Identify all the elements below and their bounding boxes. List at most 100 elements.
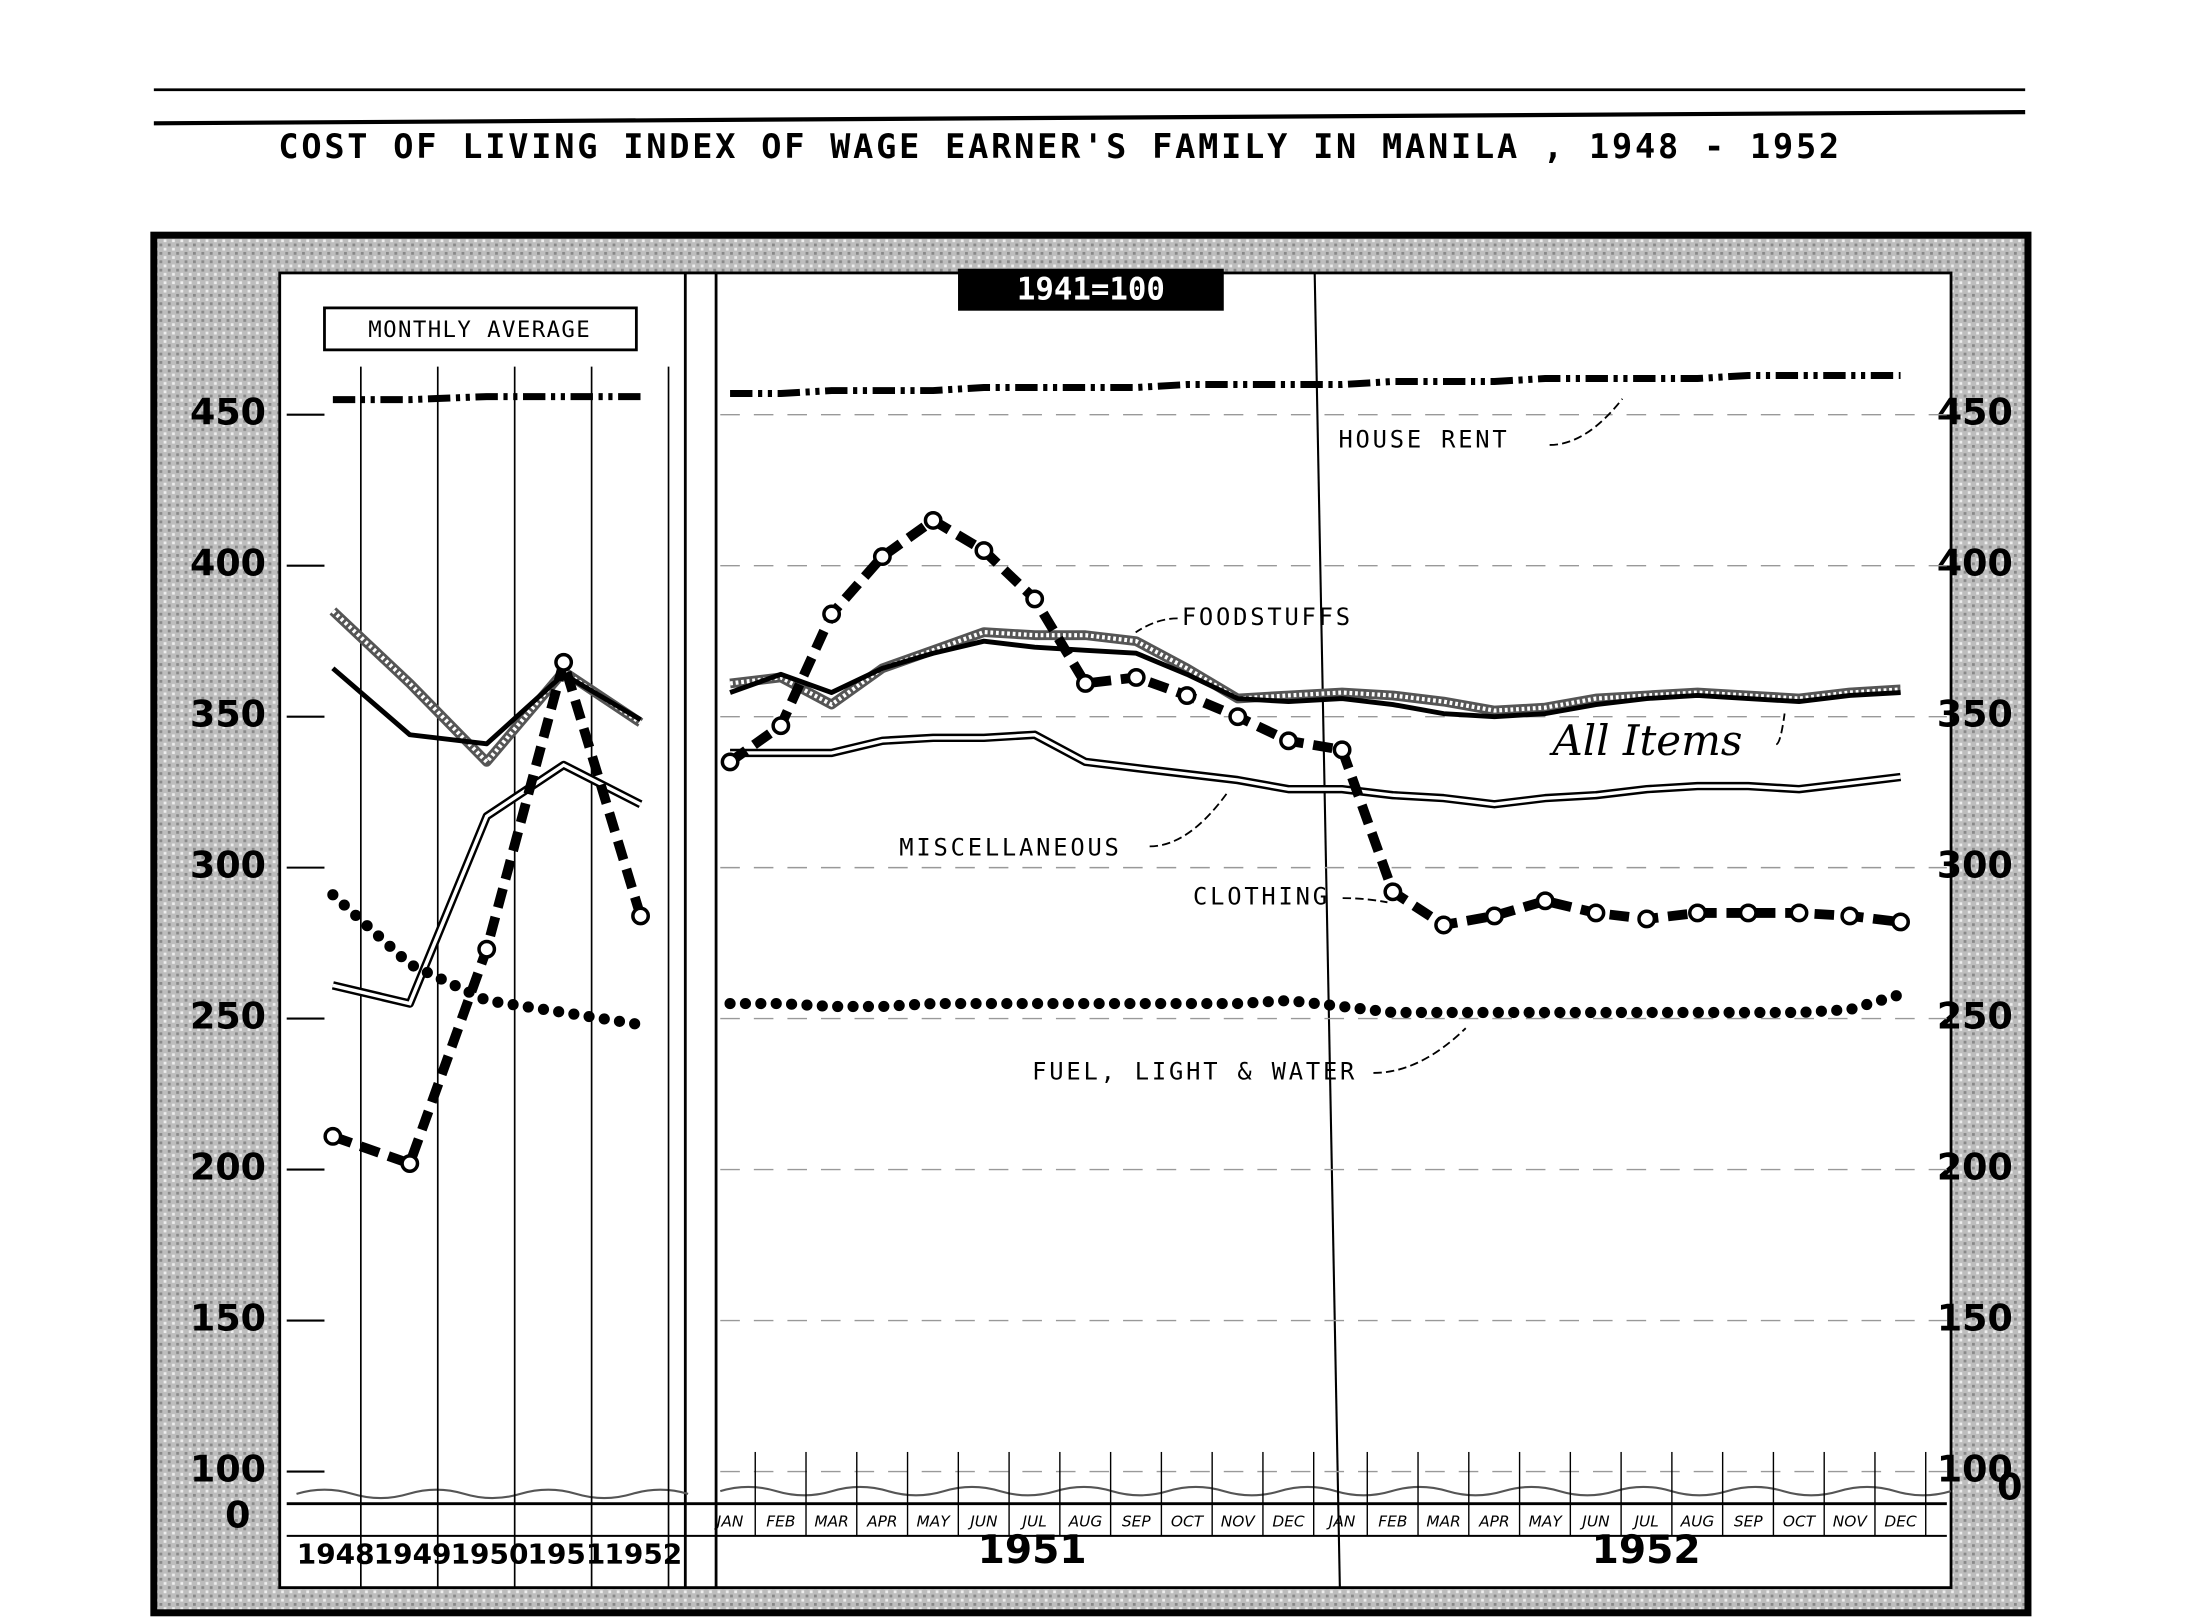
axis-break-label: 0 bbox=[1997, 1466, 2022, 1509]
x-tick-label: AUG bbox=[1680, 1512, 1715, 1530]
point bbox=[974, 541, 994, 561]
point bbox=[1738, 903, 1758, 923]
series-label: All Items bbox=[1548, 716, 1742, 765]
x-tick-label: FEB bbox=[1378, 1512, 1407, 1530]
point bbox=[872, 547, 892, 567]
y-tick-label-right: 300 bbox=[1937, 844, 2013, 887]
x-tick-label: AUG bbox=[1068, 1512, 1103, 1530]
point bbox=[400, 1154, 420, 1173]
x-tick-label: APR bbox=[866, 1512, 897, 1530]
point bbox=[631, 906, 650, 926]
leader bbox=[1135, 617, 1178, 634]
series-label: HOUSE RENT bbox=[1338, 425, 1509, 453]
point bbox=[1637, 909, 1657, 929]
panel-label: MONTHLY AVERAGE bbox=[368, 317, 591, 343]
leader bbox=[1342, 897, 1388, 904]
point bbox=[1434, 915, 1454, 935]
x-tick-label: JUL bbox=[1020, 1512, 1047, 1530]
x-tick-label: MAR bbox=[814, 1512, 848, 1530]
x-tick-label: SEP bbox=[1122, 1512, 1151, 1530]
line bbox=[724, 988, 1907, 1019]
x-tick-label: JAN bbox=[1326, 1512, 1356, 1530]
line bbox=[729, 638, 1901, 720]
point bbox=[1177, 686, 1197, 705]
point bbox=[822, 604, 842, 624]
point bbox=[554, 652, 574, 672]
chart-title: COST OF LIVING INDEX OF WAGE EARNER'S FA… bbox=[278, 127, 1842, 166]
x-tick-label: JAN bbox=[714, 1512, 744, 1530]
subtitle: 1941=100 bbox=[1017, 272, 1165, 308]
line bbox=[331, 666, 642, 747]
line bbox=[332, 393, 641, 404]
point bbox=[1586, 903, 1606, 923]
point bbox=[1383, 882, 1403, 902]
x-tick-label: 1951 bbox=[528, 1537, 606, 1570]
y-tick-label: 450 bbox=[190, 391, 266, 434]
line bbox=[327, 889, 647, 1031]
x-tick-label: DEC bbox=[1272, 1512, 1305, 1530]
y-tick-label-right: 100 bbox=[1937, 1448, 2013, 1491]
axis-break-label: 0 bbox=[225, 1494, 250, 1537]
point bbox=[1688, 903, 1707, 923]
point bbox=[1126, 667, 1146, 687]
y-tick-label-right: 150 bbox=[1937, 1297, 2013, 1340]
rule bbox=[153, 110, 2026, 126]
point bbox=[1484, 906, 1504, 926]
x-tick-label: NOV bbox=[1833, 1512, 1869, 1530]
line bbox=[730, 371, 1901, 397]
x-tick-label: APR bbox=[1478, 1512, 1509, 1530]
year-divider bbox=[1313, 272, 1341, 1588]
subtitle-box bbox=[958, 268, 1224, 311]
y-tick-label-right: 350 bbox=[1937, 693, 2013, 736]
year-label: 1952 bbox=[1592, 1528, 1701, 1573]
x-tick-label: JUN bbox=[967, 1512, 998, 1530]
point bbox=[1840, 906, 1860, 926]
line-inner bbox=[730, 732, 1901, 807]
y-tick-label: 400 bbox=[190, 542, 266, 585]
point bbox=[1891, 912, 1910, 932]
panel-separator bbox=[683, 271, 718, 1590]
x-tick-label: 1952 bbox=[604, 1537, 682, 1570]
x-tick-label: MAY bbox=[917, 1512, 952, 1530]
point bbox=[1279, 731, 1298, 751]
panel-label-box bbox=[323, 306, 638, 352]
series-label: MISCELLANEOUS bbox=[899, 834, 1121, 862]
x-tick-label: SEP bbox=[1734, 1512, 1763, 1530]
y-tick-label: 150 bbox=[190, 1297, 266, 1340]
x-tick-label: MAY bbox=[1529, 1512, 1564, 1530]
point bbox=[923, 510, 943, 530]
y-tick-label: 300 bbox=[190, 844, 266, 887]
x-tick-label: 1949 bbox=[374, 1537, 452, 1570]
x-tick-label: JUN bbox=[1579, 1512, 1610, 1530]
y-tick-label: 350 bbox=[190, 693, 266, 736]
series-label: CLOTHING bbox=[1193, 883, 1330, 911]
y-tick-label-right: 200 bbox=[1937, 1146, 2013, 1189]
x-tick-label: NOV bbox=[1221, 1512, 1257, 1530]
point bbox=[1076, 673, 1095, 693]
point bbox=[720, 752, 740, 772]
point bbox=[1789, 903, 1809, 923]
x-tick-label: 1948 bbox=[297, 1537, 375, 1570]
point bbox=[323, 1126, 343, 1146]
y-tick-label: 100 bbox=[190, 1448, 266, 1491]
y-tick-label-right: 250 bbox=[1937, 995, 2013, 1038]
point bbox=[477, 939, 497, 959]
x-tick-label: OCT bbox=[1783, 1512, 1817, 1530]
point bbox=[1332, 740, 1352, 760]
leader bbox=[1149, 791, 1229, 848]
x-tick-label: JUL bbox=[1632, 1512, 1659, 1530]
y-tick-label: 200 bbox=[190, 1146, 266, 1189]
x-tick-label: DEC bbox=[1884, 1512, 1917, 1530]
leader bbox=[1775, 713, 1786, 746]
leader bbox=[1549, 398, 1624, 446]
point bbox=[1535, 891, 1555, 911]
series-label: FOODSTUFFS bbox=[1182, 603, 1353, 631]
x-tick-label: OCT bbox=[1171, 1512, 1205, 1530]
x-tick-label: 1950 bbox=[451, 1537, 529, 1570]
x-tick-label: FEB bbox=[766, 1512, 795, 1530]
series-label: FUEL, LIGHT & WATER bbox=[1032, 1057, 1357, 1085]
point bbox=[1228, 707, 1248, 727]
year-label: 1951 bbox=[978, 1528, 1087, 1573]
